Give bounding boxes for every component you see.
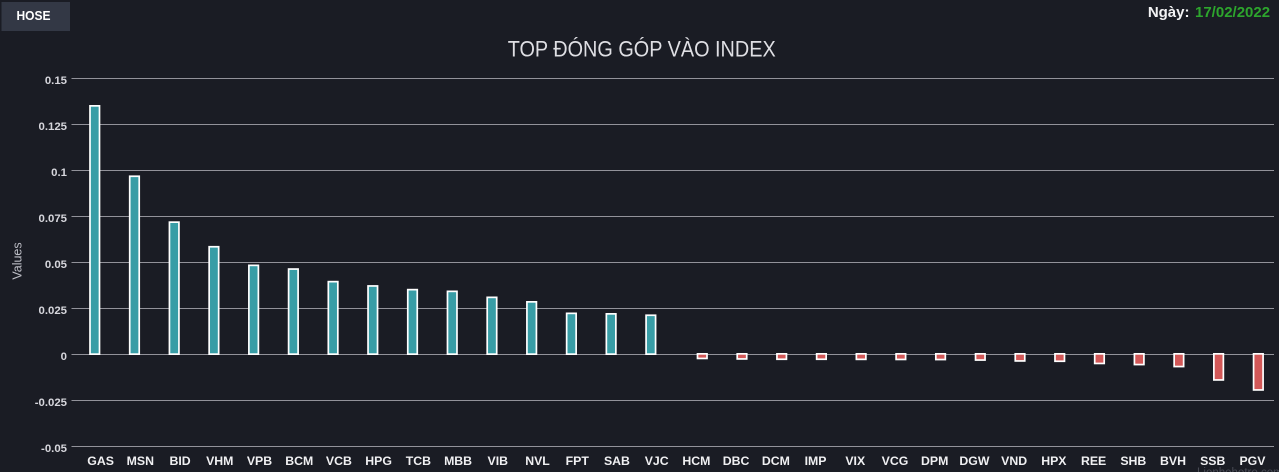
svg-text:HPG: HPG [365,454,392,468]
svg-text:Values: Values [11,242,25,279]
svg-text:0: 0 [61,351,67,363]
svg-text:VCB: VCB [326,454,352,468]
svg-text:-0.05: -0.05 [41,443,68,455]
svg-text:VJC: VJC [645,454,669,468]
svg-text:BVH: BVH [1160,454,1186,468]
svg-text:REE: REE [1081,454,1106,468]
svg-text:IMP: IMP [805,454,827,468]
svg-text:SSB: SSB [1200,454,1225,468]
svg-text:VCG: VCG [882,454,909,468]
svg-text:VND: VND [1001,454,1027,468]
svg-text:Ngày:: Ngày: [1148,4,1190,21]
svg-text:BCM: BCM [285,454,313,468]
svg-text:17/02/2022: 17/02/2022 [1195,4,1270,21]
svg-text:TCB: TCB [406,454,431,468]
svg-text:0.05: 0.05 [45,259,68,271]
svg-text:HPX: HPX [1041,454,1067,468]
svg-text:DPM: DPM [921,454,948,468]
svg-text:0.125: 0.125 [38,121,67,133]
svg-text:DBC: DBC [723,454,750,468]
svg-text:-0.025: -0.025 [35,397,68,409]
svg-text:MBB: MBB [444,454,472,468]
svg-text:0.075: 0.075 [38,213,67,225]
svg-text:NVL: NVL [525,454,550,468]
svg-text:VPB: VPB [247,454,272,468]
svg-text:0.1: 0.1 [51,167,67,179]
svg-text:VIB: VIB [488,454,509,468]
svg-text:SHB: SHB [1120,454,1146,468]
svg-text:HCM: HCM [682,454,710,468]
svg-text:VIX: VIX [845,454,866,468]
svg-text:0.025: 0.025 [38,305,67,317]
svg-text:HOSE: HOSE [17,8,51,23]
svg-text:FPT: FPT [566,454,590,468]
svg-text:DCM: DCM [762,454,790,468]
svg-text:BID: BID [169,454,190,468]
svg-text:DGW: DGW [959,454,989,468]
svg-text:Lienhehotro.com: Lienhehotro.com [1197,467,1279,472]
svg-text:SAB: SAB [604,454,630,468]
svg-text:TOP ĐÓNG GÓP VÀO INDEX: TOP ĐÓNG GÓP VÀO INDEX [508,37,776,62]
svg-text:VHM: VHM [206,454,233,468]
svg-text:0.15: 0.15 [45,75,68,87]
svg-text:GAS: GAS [87,454,114,468]
svg-text:PGV: PGV [1239,454,1266,468]
svg-text:MSN: MSN [127,454,154,468]
